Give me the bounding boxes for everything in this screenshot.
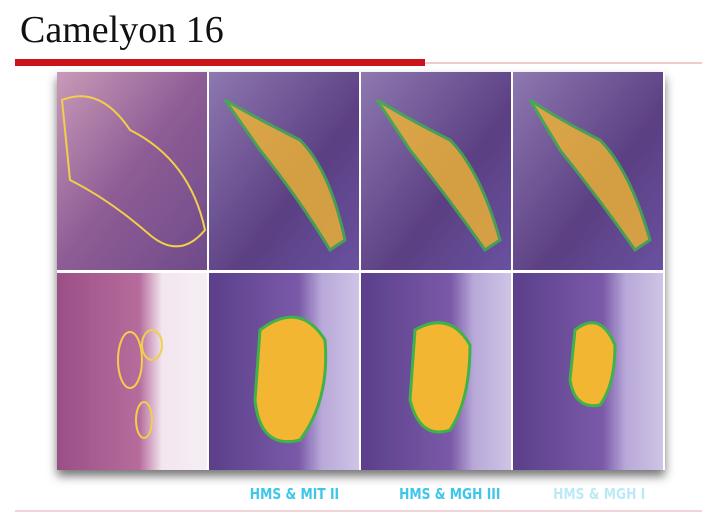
method-label: HMS & MGH III	[399, 485, 501, 503]
image-grid	[57, 72, 665, 470]
title-bar	[15, 59, 425, 66]
method-label: HMS & MIT II	[249, 485, 340, 503]
slide-title: Camelyon 16	[20, 9, 224, 51]
annotations	[60, 95, 207, 439]
method-label: HMS & MGH I	[553, 485, 646, 503]
heatmaps	[223, 98, 652, 444]
